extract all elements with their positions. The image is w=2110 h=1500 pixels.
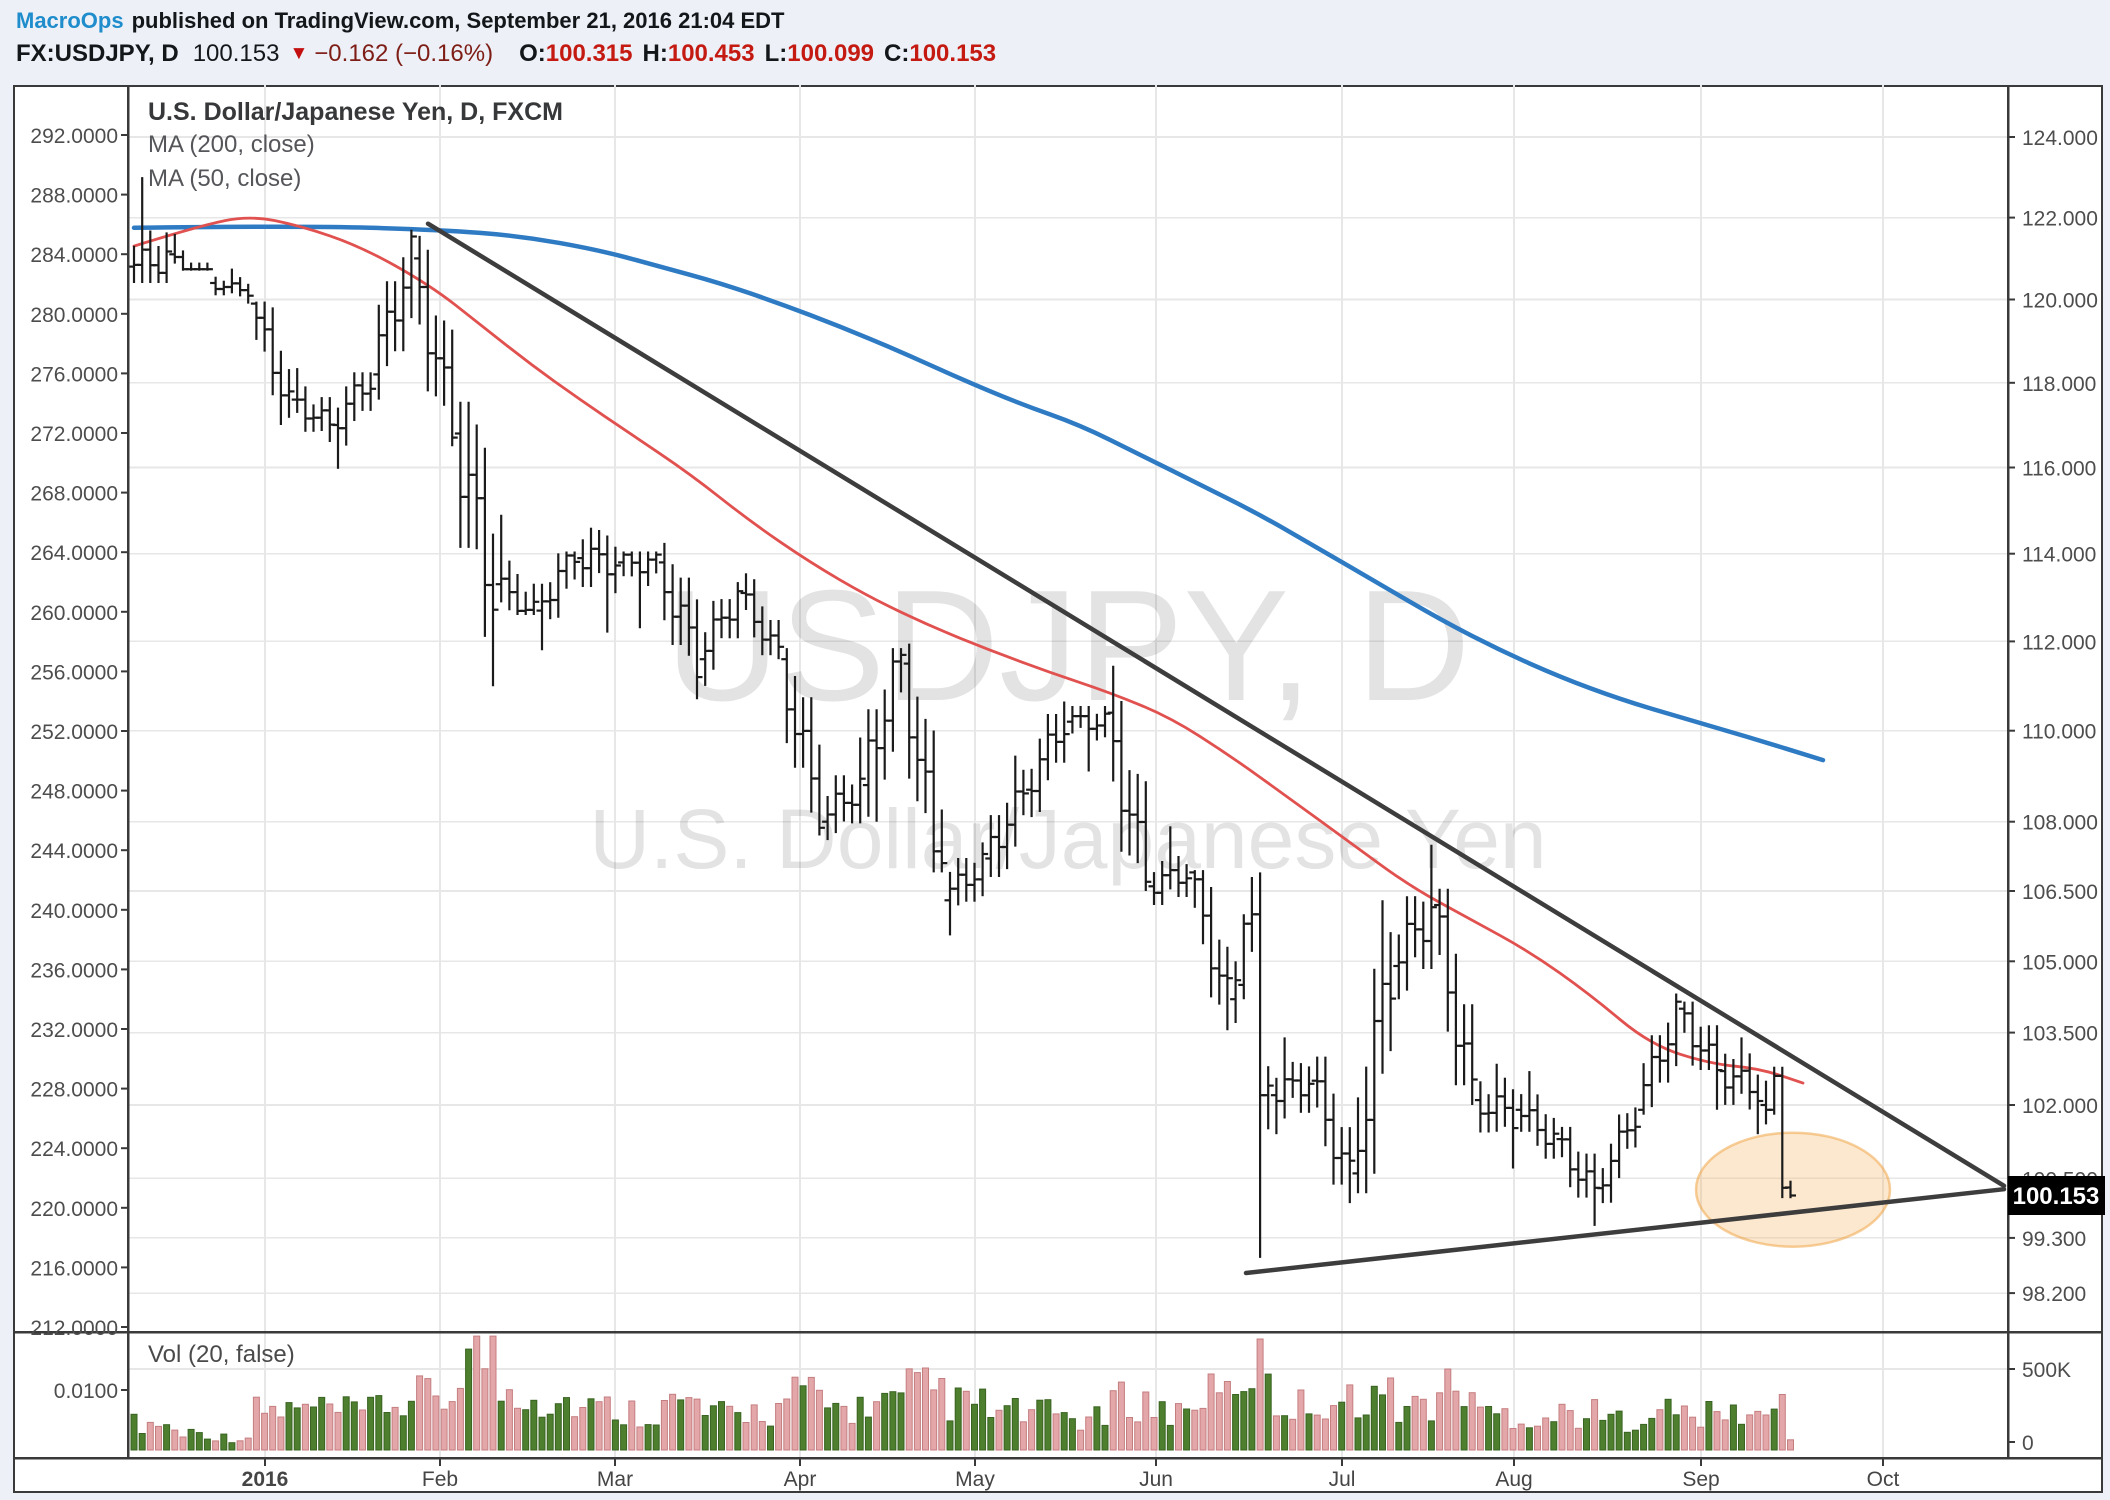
svg-text:Jun: Jun [1139, 1468, 1173, 1491]
ma50-legend[interactable]: MA (50, close) [148, 165, 302, 192]
svg-text:212.0000: 212.0000 [30, 1317, 118, 1340]
svg-text:288.0000: 288.0000 [30, 185, 118, 208]
symbol-info-bar: FX:USDJPY, D 100.153 ▼ −0.162 (−0.16%) O:100… [16, 40, 996, 68]
high-key: H: [642, 40, 668, 67]
svg-text:280.0000: 280.0000 [30, 304, 118, 327]
svg-text:99.300: 99.300 [2022, 1228, 2086, 1251]
svg-text:103.500: 103.500 [2022, 1023, 2098, 1046]
svg-text:Feb: Feb [422, 1468, 458, 1491]
left-price-axis[interactable]: 292.0000 288.0000 284.0000 280.0000 276.0000… [30, 125, 128, 1403]
svg-text:102.000: 102.000 [2022, 1095, 2098, 1118]
svg-text:244.0000: 244.0000 [30, 840, 118, 863]
svg-text:U.S. Dollar/Japanese Yen: U.S. Dollar/Japanese Yen [589, 792, 1546, 886]
time-axis[interactable]: 2016 Feb Mar Apr May Jun Jul Aug Sep Oct [242, 1458, 1900, 1491]
svg-text:110.000: 110.000 [2022, 721, 2096, 744]
svg-text:272.0000: 272.0000 [30, 423, 118, 446]
svg-text:268.0000: 268.0000 [30, 483, 118, 506]
svg-text:114.000: 114.000 [2022, 544, 2096, 567]
svg-text:252.0000: 252.0000 [30, 721, 118, 744]
svg-text:216.0000: 216.0000 [30, 1257, 118, 1280]
svg-text:Aug: Aug [1495, 1468, 1532, 1491]
svg-text:USDJPY, D: USDJPY, D [666, 558, 1471, 734]
svg-text:122.000: 122.000 [2022, 208, 2098, 231]
svg-text:0.0100: 0.0100 [54, 1380, 118, 1403]
low-value: 100.099 [787, 40, 875, 67]
ma200-line[interactable] [131, 224, 1826, 763]
svg-text:0: 0 [2022, 1432, 2034, 1455]
ma200-legend[interactable]: MA (200, close) [148, 131, 315, 158]
open-value: 100.315 [545, 40, 633, 67]
price-tag: 100.153 [2008, 1176, 2105, 1215]
svg-text:260.0000: 260.0000 [30, 602, 118, 625]
price-bars [128, 177, 1796, 1258]
volume-legend[interactable]: Vol (20, false) [148, 1341, 295, 1368]
svg-text:124.000: 124.000 [2022, 127, 2098, 150]
svg-text:118.000: 118.000 [2022, 373, 2096, 396]
svg-text:98.200: 98.200 [2022, 1283, 2086, 1306]
last-price: 100.153 [192, 40, 280, 67]
svg-text:264.0000: 264.0000 [30, 542, 118, 565]
svg-text:2016: 2016 [242, 1468, 289, 1491]
attribution-bar: MacroOps published on TradingView.com, Se… [16, 8, 784, 34]
svg-text:232.0000: 232.0000 [30, 1019, 118, 1042]
svg-text:220.0000: 220.0000 [30, 1198, 118, 1221]
ma50-line[interactable] [132, 216, 1805, 1085]
svg-text:240.0000: 240.0000 [30, 900, 118, 923]
published-text: published on TradingView.com, September … [131, 8, 785, 33]
svg-text:256.0000: 256.0000 [30, 661, 118, 684]
highlight-ellipse[interactable] [1694, 1131, 1892, 1248]
svg-text:106.500: 106.500 [2022, 881, 2098, 904]
svg-text:100.153: 100.153 [2013, 1183, 2100, 1210]
svg-text:105.000: 105.000 [2022, 951, 2098, 974]
close-key: C: [884, 40, 910, 67]
price-change: −0.162 (−0.16%) [314, 40, 494, 67]
svg-text:Mar: Mar [597, 1468, 633, 1491]
svg-text:224.0000: 224.0000 [30, 1138, 118, 1161]
svg-text:May: May [955, 1468, 995, 1491]
volume-bars [130, 1335, 1794, 1451]
svg-text:276.0000: 276.0000 [30, 363, 118, 386]
svg-text:500K: 500K [2022, 1359, 2071, 1382]
svg-text:228.0000: 228.0000 [30, 1079, 118, 1102]
chart-widget-frame [13, 85, 2103, 1493]
trendlines[interactable] [425, 221, 2007, 1276]
watermark: USDJPY, D U.S. Dollar/Japanese Yen [589, 558, 1546, 886]
right-price-axis[interactable]: 124.000 122.000 120.000 118.000 116.000 114.0… [2008, 127, 2098, 1455]
down-arrow-icon: ▼ [289, 43, 309, 64]
grid-lines [128, 85, 2008, 1458]
high-value: 100.453 [667, 40, 755, 67]
svg-text:236.0000: 236.0000 [30, 959, 118, 982]
open-key: O: [519, 40, 546, 67]
low-key: L: [764, 40, 788, 67]
series-title: U.S. Dollar/Japanese Yen, D, FXCM [148, 98, 563, 126]
svg-text:Sep: Sep [1682, 1468, 1719, 1491]
svg-text:108.000: 108.000 [2022, 812, 2098, 835]
svg-text:120.000: 120.000 [2022, 290, 2098, 313]
svg-text:292.0000: 292.0000 [30, 125, 118, 148]
svg-text:Oct: Oct [1867, 1468, 1900, 1491]
pane-borders [13, 85, 2103, 1460]
author-link[interactable]: MacroOps [16, 8, 124, 33]
svg-text:Jul: Jul [1329, 1468, 1356, 1491]
svg-text:Apr: Apr [784, 1468, 817, 1491]
close-value: 100.153 [909, 40, 997, 67]
svg-text:248.0000: 248.0000 [30, 781, 118, 804]
svg-text:112.000: 112.000 [2022, 631, 2096, 654]
symbol-label: FX:USDJPY, D [16, 40, 179, 67]
svg-text:284.0000: 284.0000 [30, 244, 118, 267]
svg-text:116.000: 116.000 [2022, 458, 2096, 481]
